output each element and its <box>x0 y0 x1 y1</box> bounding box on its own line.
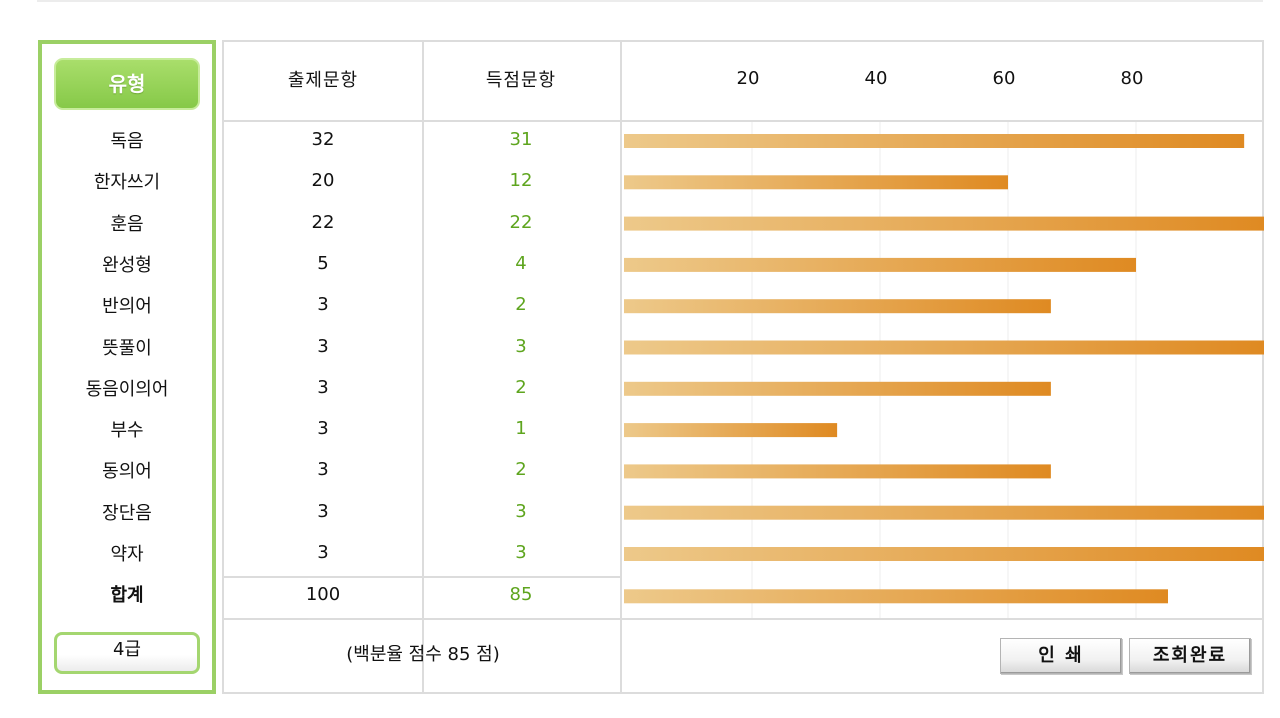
total-questions-cell: 3 <box>317 335 329 357</box>
scored-questions-cell: 4 <box>515 252 527 274</box>
scored-questions-cell: 31 <box>509 129 533 150</box>
total-questions-cell: 3 <box>317 376 329 398</box>
scored-questions-cell: 1 <box>515 418 527 440</box>
top-divider <box>37 0 1263 2</box>
x-tick-label: 60 <box>993 68 1016 89</box>
print-button[interactable]: 인 쇄 <box>1000 638 1122 674</box>
scored-questions-cell: 3 <box>515 542 527 563</box>
total-questions-cell: 32 <box>311 129 335 150</box>
type-label: 반의어 <box>102 296 152 318</box>
type-label: 독음 <box>110 131 144 152</box>
type-label: 훈음 <box>110 213 144 235</box>
score-bar-chart: 20 40 60 80 <box>624 68 1264 618</box>
total-questions-cell: 20 <box>311 170 335 192</box>
x-tick-label: 40 <box>865 68 888 89</box>
header-divider <box>224 120 1262 122</box>
summary-score-cell: 85 <box>509 584 533 606</box>
type-label: 한자쓰기 <box>93 172 161 194</box>
column-divider <box>620 42 622 692</box>
type-label: 뜻풀이 <box>102 337 152 359</box>
score-table: 출제문항 득점문항 32 31 20 12 22 22 5 4 3 2 3 3 3 2 3 1 3 2 3 3 3 3 10… <box>222 40 1264 694</box>
scored-questions-cell: 2 <box>515 294 527 316</box>
type-label: 동음이의어 <box>85 378 169 400</box>
column-header-score: 득점문항 <box>485 70 557 91</box>
score-bar <box>624 134 1245 148</box>
summary-label: 합계 <box>110 585 144 607</box>
total-questions-cell: 3 <box>317 500 329 522</box>
score-bar <box>624 216 1264 231</box>
grade-badge: 4급 <box>54 632 200 674</box>
total-questions-cell: 3 <box>317 542 329 563</box>
lookup-done-button[interactable]: 조회완료 <box>1129 638 1251 674</box>
score-bar <box>624 423 838 438</box>
percentage-score-note: (백분율 점수 85 점) <box>346 644 500 665</box>
type-label: 부수 <box>110 420 144 442</box>
column-divider <box>422 42 424 692</box>
type-header: 유형 <box>54 58 200 110</box>
score-bar <box>624 464 1051 479</box>
x-tick-label: 80 <box>1121 68 1144 89</box>
score-bar <box>624 589 1168 604</box>
scored-questions-cell: 2 <box>515 376 527 398</box>
type-label: 완성형 <box>102 254 152 276</box>
scored-questions-cell: 12 <box>509 170 533 192</box>
total-questions-cell: 5 <box>317 252 329 274</box>
type-label: 동의어 <box>102 461 152 483</box>
total-questions-cell: 3 <box>317 294 329 316</box>
footer-divider <box>224 618 1262 620</box>
summary-divider <box>224 576 622 578</box>
type-label: 장단음 <box>102 502 152 524</box>
scored-questions-cell: 3 <box>515 500 527 522</box>
total-questions-cell: 22 <box>311 211 335 233</box>
total-questions-cell: 3 <box>317 459 329 481</box>
column-header-total: 출제문항 <box>287 70 359 91</box>
scored-questions-cell: 2 <box>515 459 527 481</box>
score-bar <box>624 299 1051 314</box>
score-bar <box>624 381 1051 396</box>
type-label: 약자 <box>110 544 144 565</box>
scored-questions-cell: 22 <box>509 211 533 233</box>
score-bar <box>624 175 1008 190</box>
x-tick-label: 20 <box>737 68 760 89</box>
score-bar <box>624 257 1136 272</box>
score-bar <box>624 340 1264 355</box>
scored-questions-cell: 3 <box>515 335 527 357</box>
score-bar <box>624 505 1264 520</box>
total-questions-cell: 3 <box>317 418 329 440</box>
summary-total-cell: 100 <box>305 584 341 606</box>
score-bar <box>624 547 1264 561</box>
